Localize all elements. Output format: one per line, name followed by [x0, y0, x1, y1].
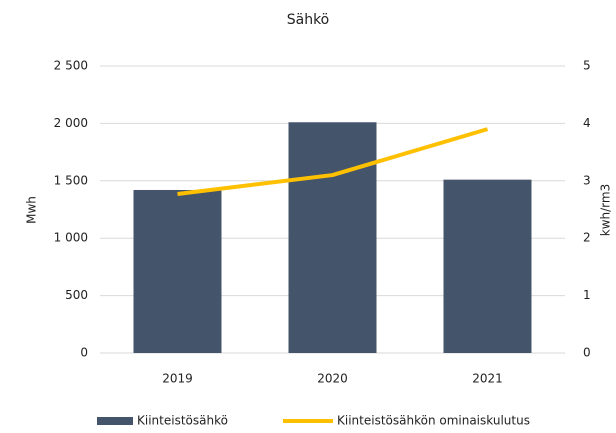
legend-swatch — [97, 417, 133, 425]
x-tick-label: 2019 — [162, 372, 193, 386]
y-axis-label: Mwh — [25, 196, 39, 224]
legend-label: Kiinteistösähkö — [137, 414, 228, 428]
y2-tick-label: 4 — [583, 116, 591, 130]
y2-tick-label: 3 — [583, 173, 591, 187]
y2-tick-label: 1 — [583, 288, 591, 302]
bar — [443, 179, 532, 353]
y-tick-label: 0 — [80, 346, 88, 360]
y-tick-label: 2 500 — [54, 59, 88, 73]
y-tick-label: 2 000 — [54, 116, 88, 130]
y-tick-label: 1 000 — [54, 231, 88, 245]
y2-tick-label: 5 — [583, 59, 591, 73]
y2-tick-label: 2 — [583, 231, 591, 245]
legend-label: Kiinteistösähkön ominaiskulutus — [337, 414, 530, 428]
x-tick-label: 2021 — [472, 372, 503, 386]
y-tick-label: 1 500 — [54, 173, 88, 187]
y2-axis-label: kwh/rm3 — [599, 184, 613, 236]
x-tick-label: 2020 — [317, 372, 348, 386]
bar — [133, 189, 222, 353]
y2-tick-label: 0 — [583, 346, 591, 360]
chart-title: Sähkö — [287, 12, 330, 28]
line — [177, 127, 489, 196]
y-tick-label: 500 — [65, 288, 88, 302]
bar — [288, 122, 377, 353]
